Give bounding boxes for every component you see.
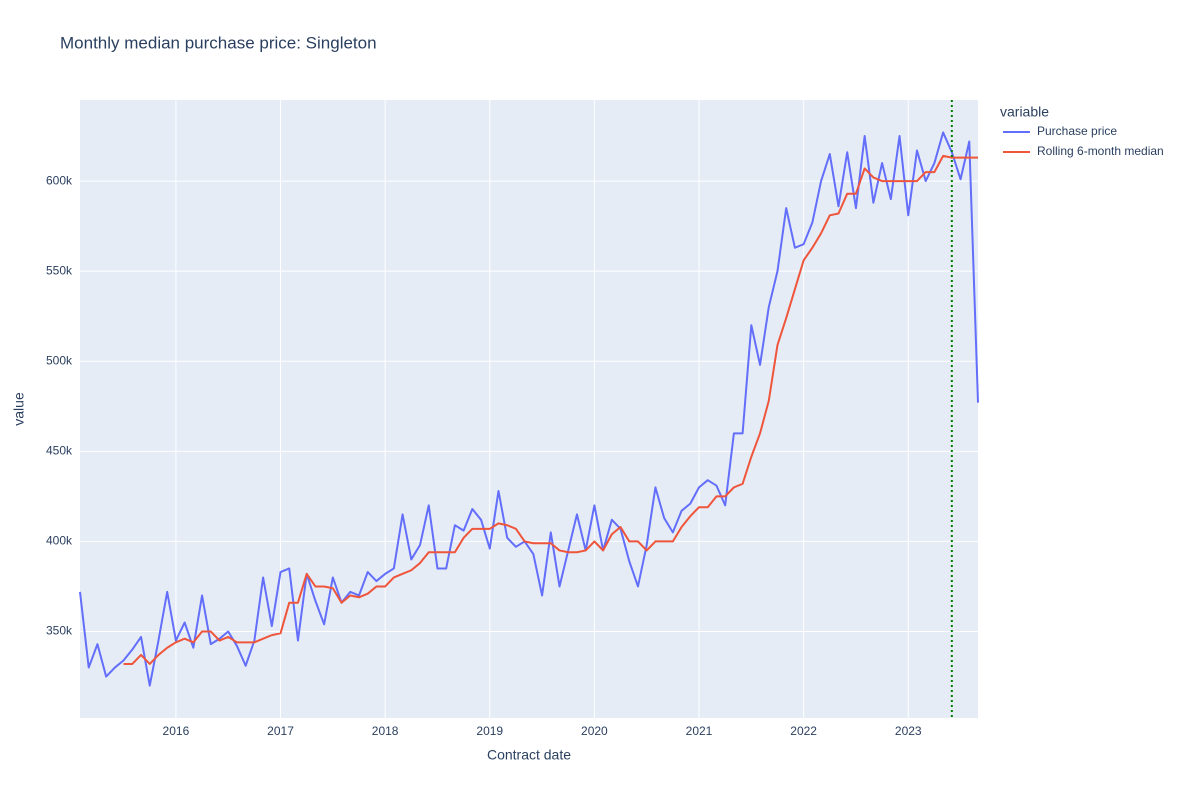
y-tick-label: 500k [46,353,73,367]
legend-label: Rolling 6-month median [1037,144,1164,158]
x-tick-label: 2018 [372,724,399,738]
x-axis-label: Contract date [487,747,571,763]
x-tick-label: 2017 [267,724,294,738]
legend-label: Purchase price [1037,124,1117,138]
data-line [123,154,978,665]
y-axis-label: value [11,392,27,426]
chart-title: Monthly median purchase price: Singleton [60,33,377,52]
x-tick-label: 2021 [686,724,713,738]
y-tick-label: 350k [46,624,73,638]
plot-area [80,100,978,718]
x-tick-label: 2020 [581,724,608,738]
y-tick-label: 450k [46,444,73,458]
x-tick-label: 2019 [476,724,503,738]
x-tick-label: 2016 [163,724,190,738]
legend-title: variable [1000,104,1049,120]
x-tick-label: 2023 [895,724,922,738]
y-tick-label: 600k [46,173,73,187]
y-tick-label: 550k [46,263,73,277]
data-line [79,131,979,687]
y-tick-label: 400k [46,534,73,548]
x-tick-label: 2022 [790,724,817,738]
